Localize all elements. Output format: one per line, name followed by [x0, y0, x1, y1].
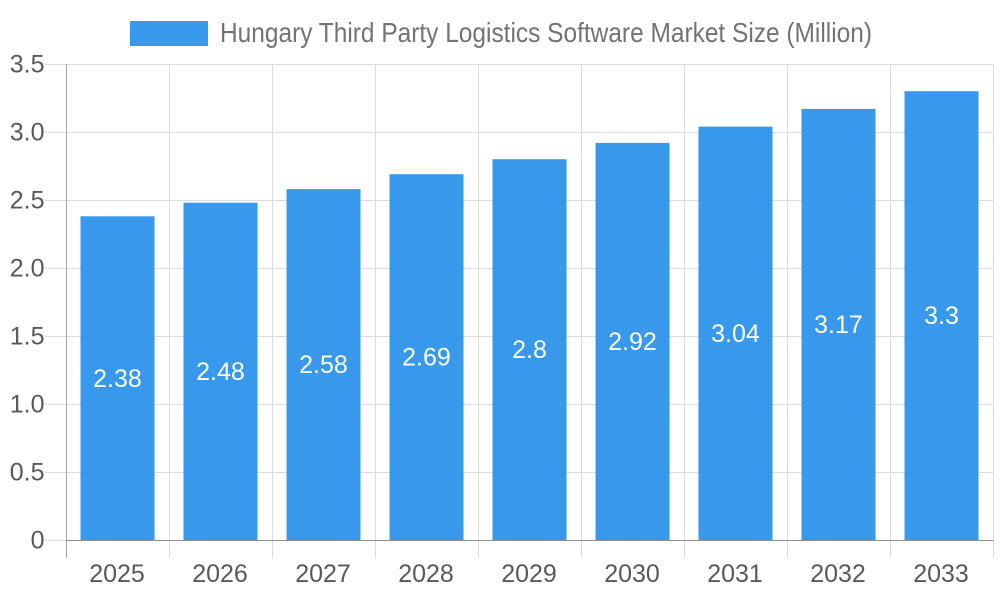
- svg-text:2031: 2031: [707, 560, 763, 588]
- svg-text:2.0: 2.0: [10, 255, 45, 283]
- svg-text:3.0: 3.0: [10, 119, 45, 147]
- svg-text:2030: 2030: [604, 560, 660, 588]
- svg-text:3.04: 3.04: [711, 320, 760, 348]
- svg-text:2.58: 2.58: [299, 351, 348, 379]
- svg-text:3.5: 3.5: [10, 51, 45, 79]
- svg-text:1.5: 1.5: [10, 323, 45, 351]
- svg-text:2027: 2027: [295, 560, 351, 588]
- svg-text:2.5: 2.5: [10, 187, 45, 215]
- svg-text:0: 0: [31, 527, 45, 555]
- svg-text:2033: 2033: [913, 560, 969, 588]
- svg-text:2025: 2025: [89, 560, 145, 588]
- svg-text:2.38: 2.38: [93, 365, 142, 393]
- svg-text:2.69: 2.69: [402, 344, 451, 372]
- svg-text:3.17: 3.17: [814, 311, 863, 339]
- svg-text:Hungary Third Party Logistics: Hungary Third Party Logistics Software M…: [220, 17, 872, 48]
- svg-text:3.3: 3.3: [924, 302, 959, 330]
- svg-text:2.8: 2.8: [512, 336, 547, 364]
- svg-text:0.5: 0.5: [10, 459, 45, 487]
- svg-text:2032: 2032: [810, 560, 866, 588]
- svg-text:2.92: 2.92: [608, 328, 657, 356]
- svg-text:2029: 2029: [501, 560, 557, 588]
- svg-text:1.0: 1.0: [10, 391, 45, 419]
- svg-text:2.48: 2.48: [196, 358, 245, 386]
- svg-text:2028: 2028: [398, 560, 454, 588]
- svg-text:2026: 2026: [192, 560, 248, 588]
